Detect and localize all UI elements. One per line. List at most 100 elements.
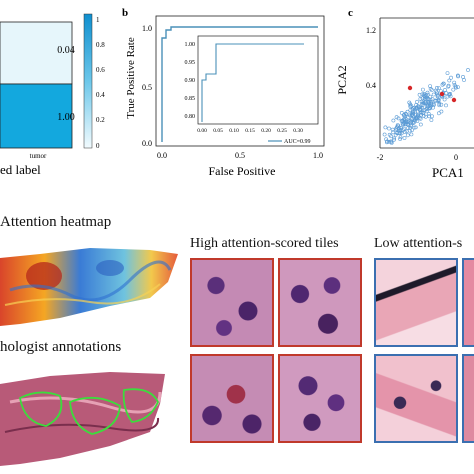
scatter-point bbox=[422, 96, 427, 101]
scatter-point bbox=[423, 100, 428, 105]
scatter-point bbox=[393, 132, 398, 137]
colorbar-ticks: 1 0.8 0.6 0.4 0.2 0 bbox=[96, 16, 105, 150]
scatter-point bbox=[449, 75, 453, 80]
scatter-point bbox=[408, 104, 413, 109]
scatter-point bbox=[435, 94, 440, 99]
scatter-point bbox=[443, 88, 447, 92]
scatter-point bbox=[421, 87, 425, 92]
roc-plot-frame bbox=[155, 15, 325, 147]
roc-chart: b True Positive Rate 1.0 0.5 0.0 0.0 0.5… bbox=[122, 7, 325, 178]
pathology-tissue-shape bbox=[0, 372, 165, 466]
scatter-point bbox=[439, 102, 444, 107]
scatter-point bbox=[410, 107, 415, 112]
scatter-point bbox=[414, 106, 419, 111]
high-attention-tile bbox=[278, 258, 362, 347]
scatter-point bbox=[424, 109, 429, 114]
scatter-point bbox=[403, 114, 407, 119]
scatter-point bbox=[404, 112, 408, 117]
colorbar-tick: 0 bbox=[96, 142, 100, 150]
scatter-point bbox=[417, 92, 422, 97]
scatter-point bbox=[410, 112, 415, 117]
scatter-point bbox=[452, 80, 457, 85]
heatmap-cell-top bbox=[0, 21, 73, 85]
scatter-point bbox=[396, 116, 401, 121]
scatter-point bbox=[445, 94, 450, 99]
roc-x-tick: 1.0 bbox=[313, 151, 323, 160]
scatter-point bbox=[403, 117, 408, 121]
heatmap-hotspot bbox=[26, 262, 62, 290]
scatter-point-highlight bbox=[451, 97, 457, 103]
confusion-heatmap: 0.04 1.00 tumor ed label 1 0.8 0.6 0.4 0… bbox=[0, 13, 105, 177]
roc-x-tick: 0.5 bbox=[235, 151, 245, 160]
scatter-point bbox=[394, 126, 399, 131]
heatmap-hotspot bbox=[96, 260, 124, 276]
pathology-texture bbox=[4, 417, 160, 433]
roc-inset-x-ticks: 0.00 0.05 0.10 0.15 0.20 0.25 0.30 bbox=[197, 128, 303, 134]
pathologist-annotations-heading: hologist annotations bbox=[0, 339, 122, 355]
scatter-point bbox=[398, 135, 403, 140]
scatter-point bbox=[425, 103, 430, 108]
scatter-point bbox=[429, 88, 434, 92]
scatter-point bbox=[399, 111, 404, 115]
pca-y-tick: 1.2 bbox=[366, 26, 376, 35]
colorbar-tick: 0.4 bbox=[96, 91, 105, 99]
scatter-point bbox=[453, 84, 458, 89]
high-attention-tile bbox=[190, 354, 274, 443]
roc-y-tick: 1.0 bbox=[142, 24, 152, 33]
scatter-points bbox=[382, 68, 470, 145]
low-attention-heading: Low attention-s bbox=[374, 236, 463, 251]
scatter-point bbox=[447, 78, 452, 83]
colorbar-tick: 0.6 bbox=[96, 66, 105, 74]
roc-inset-x-tick: 0.15 bbox=[245, 128, 255, 134]
scatter-point bbox=[395, 123, 400, 128]
scatter-point bbox=[418, 116, 423, 121]
scatter-point bbox=[427, 99, 432, 104]
scatter-point bbox=[382, 132, 387, 137]
scatter-point bbox=[397, 131, 402, 136]
colorbar bbox=[83, 13, 93, 149]
scatter-point bbox=[415, 99, 420, 104]
scatter-point bbox=[409, 124, 414, 128]
scatter-point bbox=[446, 83, 451, 88]
scatter-point bbox=[419, 110, 424, 115]
scatter-point bbox=[402, 136, 407, 140]
attention-heatmap-heading: Attention heatmap bbox=[0, 214, 112, 230]
scatter-point bbox=[413, 109, 417, 114]
high-attention-tiles bbox=[190, 258, 364, 474]
scatter-point bbox=[389, 140, 394, 145]
pathologist-tissue bbox=[0, 372, 165, 466]
scatter-point bbox=[409, 132, 414, 137]
scatter-point bbox=[410, 128, 414, 133]
scatter-point bbox=[434, 90, 439, 95]
scatter-point bbox=[418, 105, 423, 110]
scatter-point bbox=[405, 133, 410, 138]
roc-inset-y-tick: 0.80 bbox=[185, 114, 196, 120]
scatter-point bbox=[389, 134, 393, 139]
scatter-point bbox=[436, 98, 441, 103]
pca-xlabel: PCA1 bbox=[432, 165, 464, 180]
scatter-point bbox=[447, 92, 452, 97]
heatmap-cell-top-value: 0.04 bbox=[57, 45, 75, 56]
pca-y-tick: 0.4 bbox=[366, 81, 376, 90]
panel-b-letter: b bbox=[122, 7, 128, 19]
colorbar-tick: 0.2 bbox=[96, 116, 105, 124]
scatter-point bbox=[451, 87, 456, 92]
scatter-point bbox=[392, 136, 397, 141]
pca-x-tick: 0 bbox=[454, 153, 458, 162]
scatter-point bbox=[398, 137, 403, 141]
scatter-point bbox=[420, 96, 425, 101]
scatter-point bbox=[401, 119, 405, 124]
roc-y-tick: 0.5 bbox=[142, 83, 152, 92]
scatter-point bbox=[418, 122, 423, 127]
scatter-point bbox=[428, 97, 433, 102]
scatter-point bbox=[418, 97, 423, 101]
scatter-point bbox=[466, 68, 470, 72]
heatmap-xlabel: ed label bbox=[0, 162, 41, 177]
scatter-point bbox=[419, 113, 424, 117]
roc-inset-y-tick: 0.85 bbox=[185, 96, 196, 102]
heatmap-texture bbox=[9, 260, 172, 302]
scatter-point bbox=[404, 129, 409, 134]
low-attention-tile bbox=[462, 354, 474, 443]
scatter-point bbox=[402, 126, 406, 131]
high-attention-tile bbox=[278, 354, 362, 443]
